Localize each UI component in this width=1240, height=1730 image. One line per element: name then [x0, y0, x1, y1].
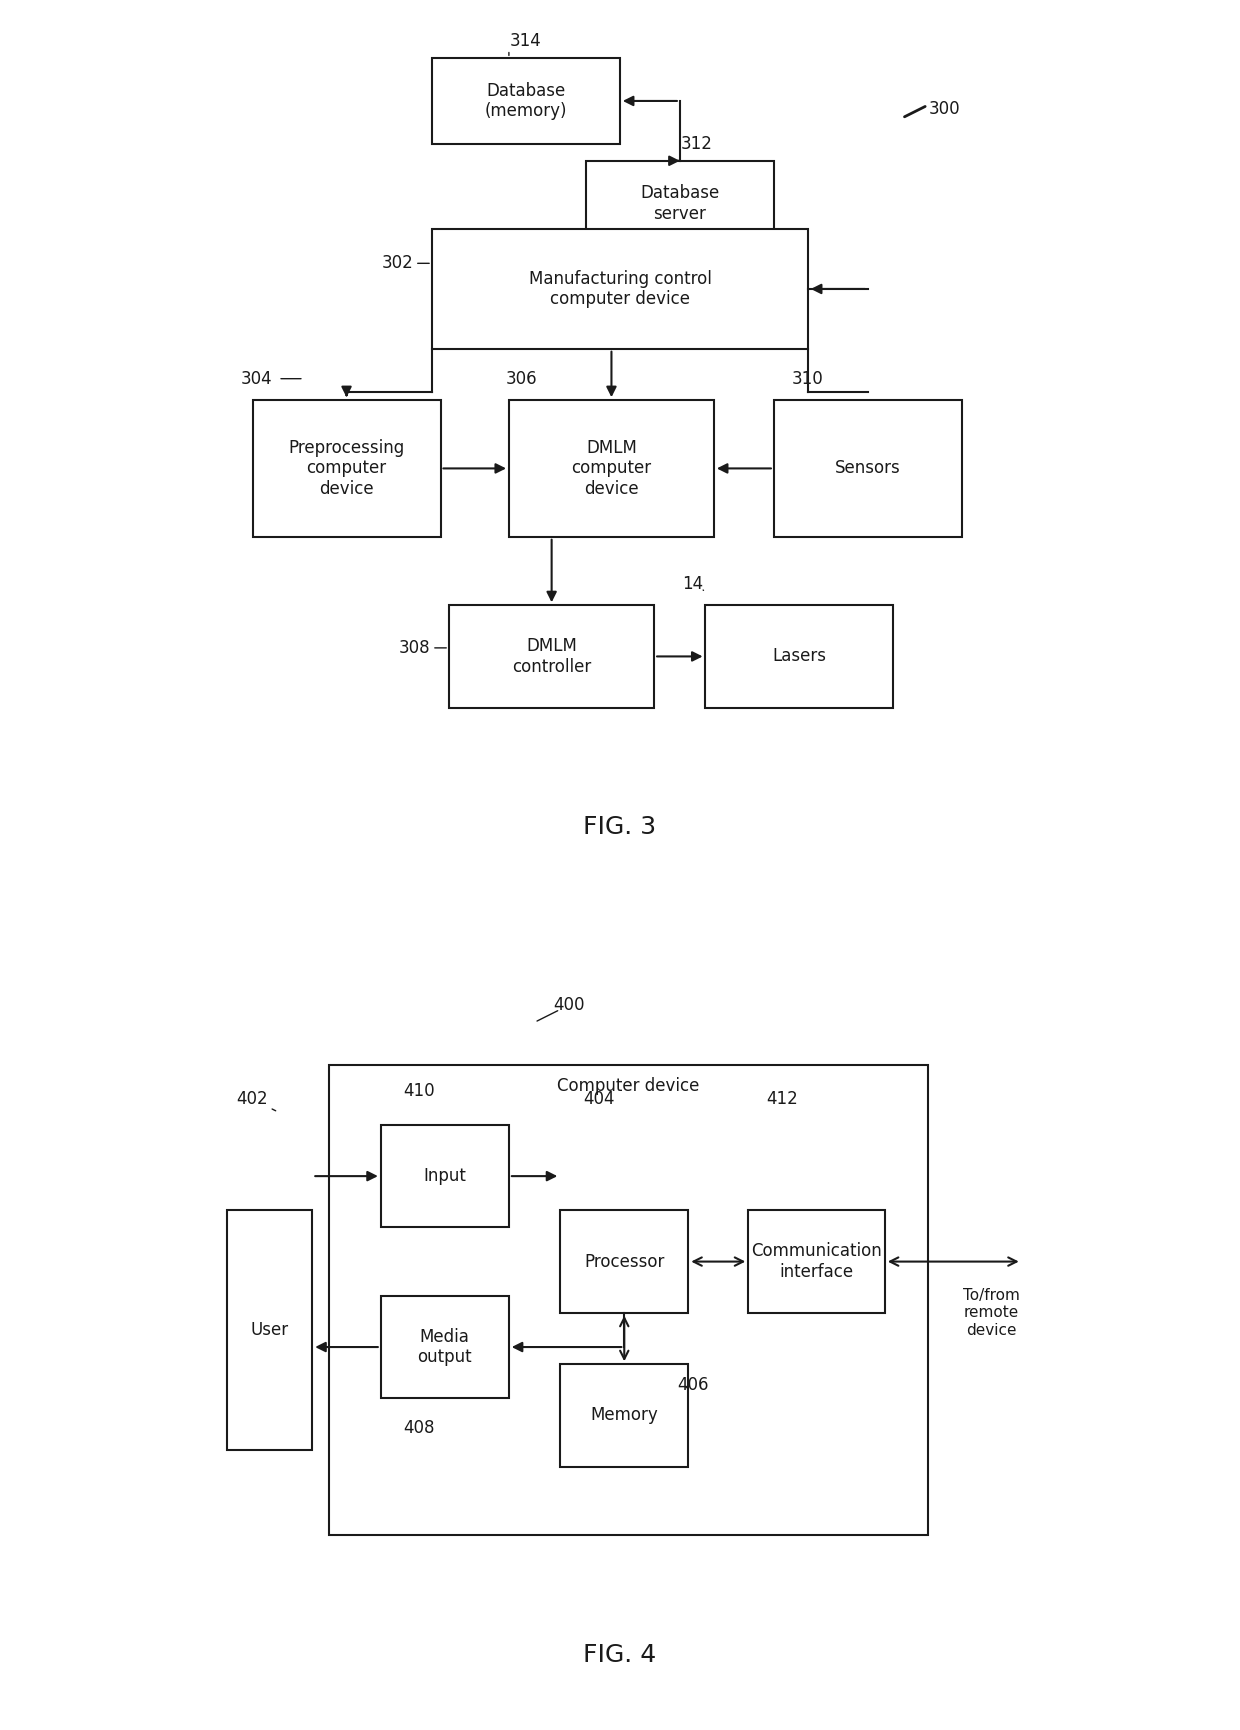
Text: 308: 308 — [399, 638, 430, 657]
FancyBboxPatch shape — [508, 400, 714, 536]
Text: 400: 400 — [553, 996, 584, 1014]
FancyBboxPatch shape — [432, 228, 808, 349]
Text: 304: 304 — [241, 370, 273, 388]
FancyBboxPatch shape — [748, 1211, 885, 1313]
Text: DMLM
computer
device: DMLM computer device — [572, 439, 651, 498]
Text: 312: 312 — [681, 135, 713, 152]
Text: Sensors: Sensors — [835, 460, 900, 477]
Text: Computer device: Computer device — [557, 1078, 699, 1095]
Text: 314: 314 — [510, 33, 542, 50]
FancyBboxPatch shape — [706, 606, 894, 708]
Text: DMLM
controller: DMLM controller — [512, 637, 591, 676]
Text: 406: 406 — [677, 1377, 708, 1394]
Text: Media
output: Media output — [418, 1327, 472, 1367]
FancyBboxPatch shape — [253, 400, 440, 536]
Text: User: User — [250, 1322, 289, 1339]
FancyBboxPatch shape — [381, 1124, 508, 1227]
Text: 410: 410 — [403, 1081, 435, 1100]
Text: 300: 300 — [929, 100, 961, 118]
FancyBboxPatch shape — [774, 400, 962, 536]
Text: Memory: Memory — [590, 1406, 658, 1424]
Text: 14: 14 — [682, 574, 703, 593]
FancyBboxPatch shape — [449, 606, 655, 708]
Text: 408: 408 — [403, 1419, 435, 1438]
Text: Processor: Processor — [584, 1253, 665, 1270]
Text: Input: Input — [423, 1168, 466, 1185]
Text: 402: 402 — [237, 1090, 268, 1109]
Text: Database
server: Database server — [640, 183, 719, 223]
FancyBboxPatch shape — [330, 1066, 928, 1535]
FancyBboxPatch shape — [381, 1296, 508, 1398]
FancyBboxPatch shape — [585, 161, 774, 246]
Text: Database
(memory): Database (memory) — [485, 81, 567, 121]
Text: 310: 310 — [792, 370, 823, 388]
Text: To/from
remote
device: To/from remote device — [963, 1287, 1021, 1337]
Text: Manufacturing control
computer device: Manufacturing control computer device — [528, 270, 712, 308]
Text: 302: 302 — [382, 254, 414, 272]
Text: FIG. 3: FIG. 3 — [584, 815, 656, 839]
FancyBboxPatch shape — [560, 1211, 688, 1313]
FancyBboxPatch shape — [560, 1365, 688, 1467]
Text: 306: 306 — [506, 370, 537, 388]
Text: 412: 412 — [766, 1090, 799, 1109]
FancyBboxPatch shape — [227, 1211, 312, 1450]
Text: Lasers: Lasers — [773, 647, 827, 666]
Text: Communication
interface: Communication interface — [751, 1242, 882, 1280]
Text: FIG. 4: FIG. 4 — [583, 1644, 657, 1666]
FancyBboxPatch shape — [432, 59, 620, 144]
Text: 404: 404 — [583, 1090, 614, 1109]
Text: Preprocessing
computer
device: Preprocessing computer device — [289, 439, 404, 498]
